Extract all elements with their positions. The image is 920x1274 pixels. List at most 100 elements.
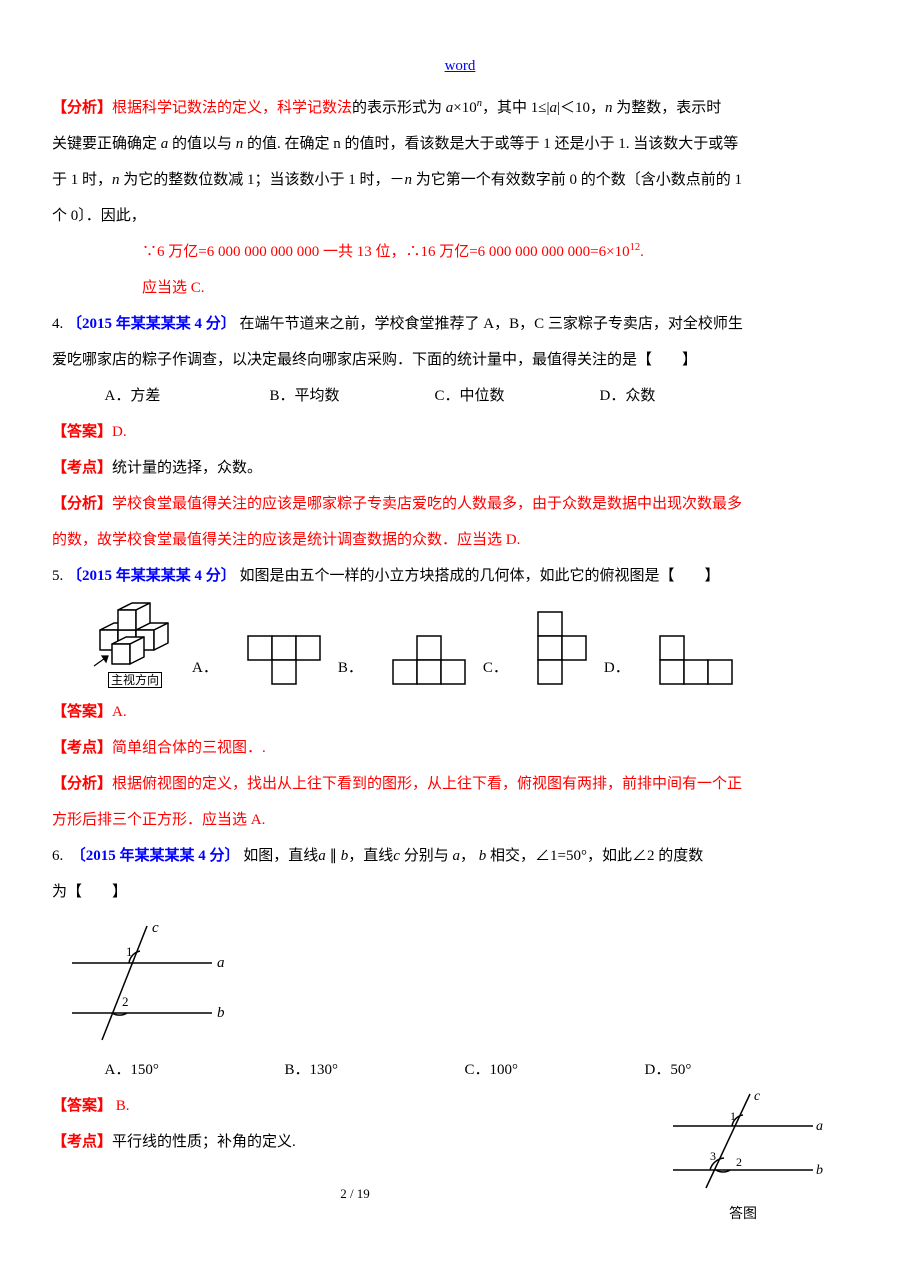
var-n: n xyxy=(605,100,613,116)
q4-options: A．方差 B．平均数 C．中位数 D．众数 xyxy=(105,378,869,414)
q5-year: 〔2015 年某某某某 4 分〕 xyxy=(67,568,236,584)
opt-a: A．方差 xyxy=(105,378,270,414)
t: ×10 xyxy=(453,100,476,116)
answer: A. xyxy=(112,704,127,720)
q3-analysis: 【分析】根据科学记数法的定义，科学记数法的表示形式为 a×10n，其中 1≤|a… xyxy=(52,90,868,306)
label-c: c xyxy=(754,1089,761,1104)
kaodian-label: 【考点】 xyxy=(52,460,112,476)
t: 根据科学记数法的定义，科学记数法 xyxy=(112,100,352,116)
var-a2: a xyxy=(449,848,460,864)
label-ang1: 1 xyxy=(126,944,133,959)
q5: 5. 〔2015 年某某某某 4 分〕 如图是由五个一样的小立方块搭成的几何体，… xyxy=(52,558,868,838)
q6-options: A．150° B．130° C．100° D．50° xyxy=(105,1052,869,1088)
t: 于 1 时， xyxy=(52,172,112,188)
kaodian-label: 【考点】 xyxy=(52,1134,112,1150)
q5-figures: 主视方向 A． B． C． D． xyxy=(92,600,868,688)
opt-c: C．中位数 xyxy=(435,378,600,414)
q5-answer: 【答案】A. xyxy=(52,694,868,730)
q4-fenxi-b: 的数，故学校食堂最值得关注的应该是统计调查数据的众数．应当选 D. xyxy=(52,522,868,558)
q6-stem-i: 为【 】 xyxy=(52,874,868,910)
q4: 4. 〔2015 年某某某某 4 分〕 在端午节道来之前，学校食堂推荐了 A，B… xyxy=(52,306,868,558)
opt-a: A．150° xyxy=(105,1052,285,1088)
fig-b xyxy=(391,634,469,688)
answer-label: 【答案】 xyxy=(52,704,112,720)
t: 关键要正确确定 xyxy=(52,136,161,152)
kaodian-text: 统计量的选择，众数。 xyxy=(112,460,262,476)
conclude: 应当选 C. xyxy=(142,270,868,306)
answer: B. xyxy=(112,1098,130,1114)
label-ang2: 2 xyxy=(122,994,129,1009)
t: 分别与 xyxy=(400,848,449,864)
q5-stem: 如图是由五个一样的小立方块搭成的几何体，如此它的俯视图是【 】 xyxy=(240,568,720,584)
q6-num: 6. xyxy=(52,848,63,864)
q5-num: 5. xyxy=(52,568,63,584)
q4-stem-a: 在端午节道来之前，学校食堂推荐了 A，B，C 三家粽子专卖店，对全校师生 xyxy=(240,316,743,332)
t: 如图，直线 xyxy=(243,848,318,864)
answer-label: 【答案】 xyxy=(52,1098,112,1114)
label-b: b xyxy=(816,1163,823,1178)
t: ，其中 1≤| xyxy=(482,100,550,116)
answer: D. xyxy=(112,424,127,440)
fig-a xyxy=(246,634,324,688)
var-c: c xyxy=(393,848,400,864)
q4-year: 〔2015 年某某某某 4 分〕 xyxy=(67,316,236,332)
q6-answer-figure: c a b 1 2 3 答图 xyxy=(658,1088,828,1232)
opt-c: C．100° xyxy=(465,1052,645,1088)
opt-b: B．130° xyxy=(285,1052,465,1088)
main-view-label: 主视方向 xyxy=(108,672,162,688)
opt-d: D．众数 xyxy=(600,378,765,414)
opt-c-label: C． xyxy=(483,650,508,686)
kaodian-label: 【考点】 xyxy=(52,740,112,756)
t: 相交，∠1=50°，如此∠2 的度数 xyxy=(486,848,703,864)
opt-d-label: D． xyxy=(604,650,630,686)
fenxi-label: 【分析】 xyxy=(52,496,112,512)
label-ang1: 1 xyxy=(730,1109,736,1123)
opt-a-label: A． xyxy=(192,650,218,686)
cubes-3d: 主视方向 xyxy=(92,600,178,688)
fenxi-a: 根据俯视图的定义，找出从上往下看到的图形，从上往下看，俯视图有两排，前排中间有一… xyxy=(112,776,742,792)
t: 的值. 在确定 n 的值时，看该数是大于或等于 1 还是小于 1. 当该数大于或… xyxy=(243,136,738,152)
q5-kaodian: 【考点】简单组合体的三视图．. xyxy=(52,730,868,766)
label-ang3: 3 xyxy=(710,1149,716,1163)
header-word: word xyxy=(52,48,868,84)
var-n: n xyxy=(405,172,413,188)
q4-stem-b: 爱吃哪家店的粽子作调查，以决定最终向哪家店采购．下面的统计量中，最值得关注的是【… xyxy=(52,342,868,378)
q4-fenxi: 【分析】学校食堂最值得关注的应该是哪家粽子专卖店爱吃的人数最多，由于众数是数据中… xyxy=(52,486,868,522)
fenxi-label: 【分析】 xyxy=(52,776,112,792)
t: ，直线 xyxy=(348,848,393,864)
var-n: n xyxy=(112,172,120,188)
t: 为它第一个有效数字前 0 的个数〔含小数点前的 1 xyxy=(412,172,742,188)
t: ， xyxy=(460,848,479,864)
q6: 6. 〔2015 年某某某某 4 分〕 如图，直线a ∥ b，直线c 分别与 a… xyxy=(52,838,868,1160)
fig-c xyxy=(536,610,590,688)
var-a: a xyxy=(550,100,558,116)
t: 个 0〕．因此， xyxy=(52,198,868,234)
opt-b-label: B． xyxy=(338,650,363,686)
calc: ∵6 万亿=6 000 000 000 000 一共 13 位，∴16 万亿=6… xyxy=(142,244,630,260)
fenxi-a: 学校食堂最值得关注的应该是哪家粽子专卖店爱吃的人数最多，由于众数是数据中出现次数… xyxy=(112,496,742,512)
t: ∥ xyxy=(326,848,341,864)
t: |＜10， xyxy=(557,100,605,116)
t: 的值以与 xyxy=(168,136,236,152)
q6-year: 〔2015 年某某某某 4 分〕 xyxy=(71,848,240,864)
label-c: c xyxy=(152,920,159,936)
opt-d: D．50° xyxy=(645,1052,825,1088)
cubes-svg xyxy=(92,600,178,670)
q5-fenxi-b: 方形后排三个正方形．应当选 A. xyxy=(52,802,868,838)
label-ang2: 2 xyxy=(736,1155,742,1169)
label-a: a xyxy=(217,955,225,971)
q4-answer: 【答案】D. xyxy=(52,414,868,450)
label-a: a xyxy=(816,1119,823,1134)
t: 的表示形式为 xyxy=(352,100,446,116)
t: 为它的整数位数减 1；当该数小于 1 时，－ xyxy=(120,172,405,188)
kaodian-text: 平行线的性质；补角的定义. xyxy=(112,1134,296,1150)
kaodian-text: 简单组合体的三视图．. xyxy=(112,740,266,756)
fenxi-label: 【分析】 xyxy=(52,100,112,116)
var-a: a xyxy=(318,848,326,864)
q4-kaodian: 【考点】统计量的选择，众数。 xyxy=(52,450,868,486)
t: 为整数，表示时 xyxy=(613,100,722,116)
fig-d xyxy=(658,634,736,688)
opt-b: B．平均数 xyxy=(270,378,435,414)
answer-label: 【答案】 xyxy=(52,424,112,440)
t: . xyxy=(640,244,644,260)
